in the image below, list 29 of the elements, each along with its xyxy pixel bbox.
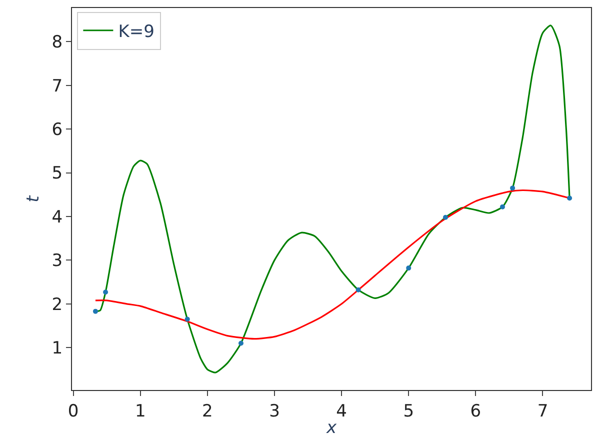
x-tick-label: 1 [134, 401, 146, 422]
y-tick-label: 1 [52, 338, 63, 359]
y-tick-label: 2 [52, 294, 63, 315]
x-tick-label: 5 [403, 401, 414, 422]
point [406, 266, 412, 271]
point [92, 308, 98, 314]
y-axis-title: t [23, 194, 44, 202]
x-tick-label: 2 [202, 401, 213, 422]
legend-label: K=9 [118, 22, 154, 42]
y-tick-label: 6 [52, 120, 63, 140]
y-tick-label: 8 [52, 32, 63, 53]
x-tick-label: 3 [269, 401, 280, 422]
x-tick-label: 4 [336, 401, 347, 422]
y-tick-label: 7 [52, 76, 63, 96]
x-tick-label: 6 [470, 401, 482, 422]
y-tick-label: 3 [52, 251, 63, 272]
point [184, 316, 190, 322]
x-tick-label: 7 [537, 401, 548, 422]
y-tick-label: 4 [52, 207, 63, 228]
point [500, 204, 505, 210]
y-tick-label: 5 [52, 164, 63, 184]
point [238, 340, 244, 346]
point [356, 287, 361, 292]
x-tick-label: 0 [68, 401, 79, 422]
x-axis-title: x [325, 418, 338, 438]
point [442, 214, 448, 220]
point [567, 196, 572, 201]
point [103, 290, 108, 295]
point [510, 186, 516, 191]
